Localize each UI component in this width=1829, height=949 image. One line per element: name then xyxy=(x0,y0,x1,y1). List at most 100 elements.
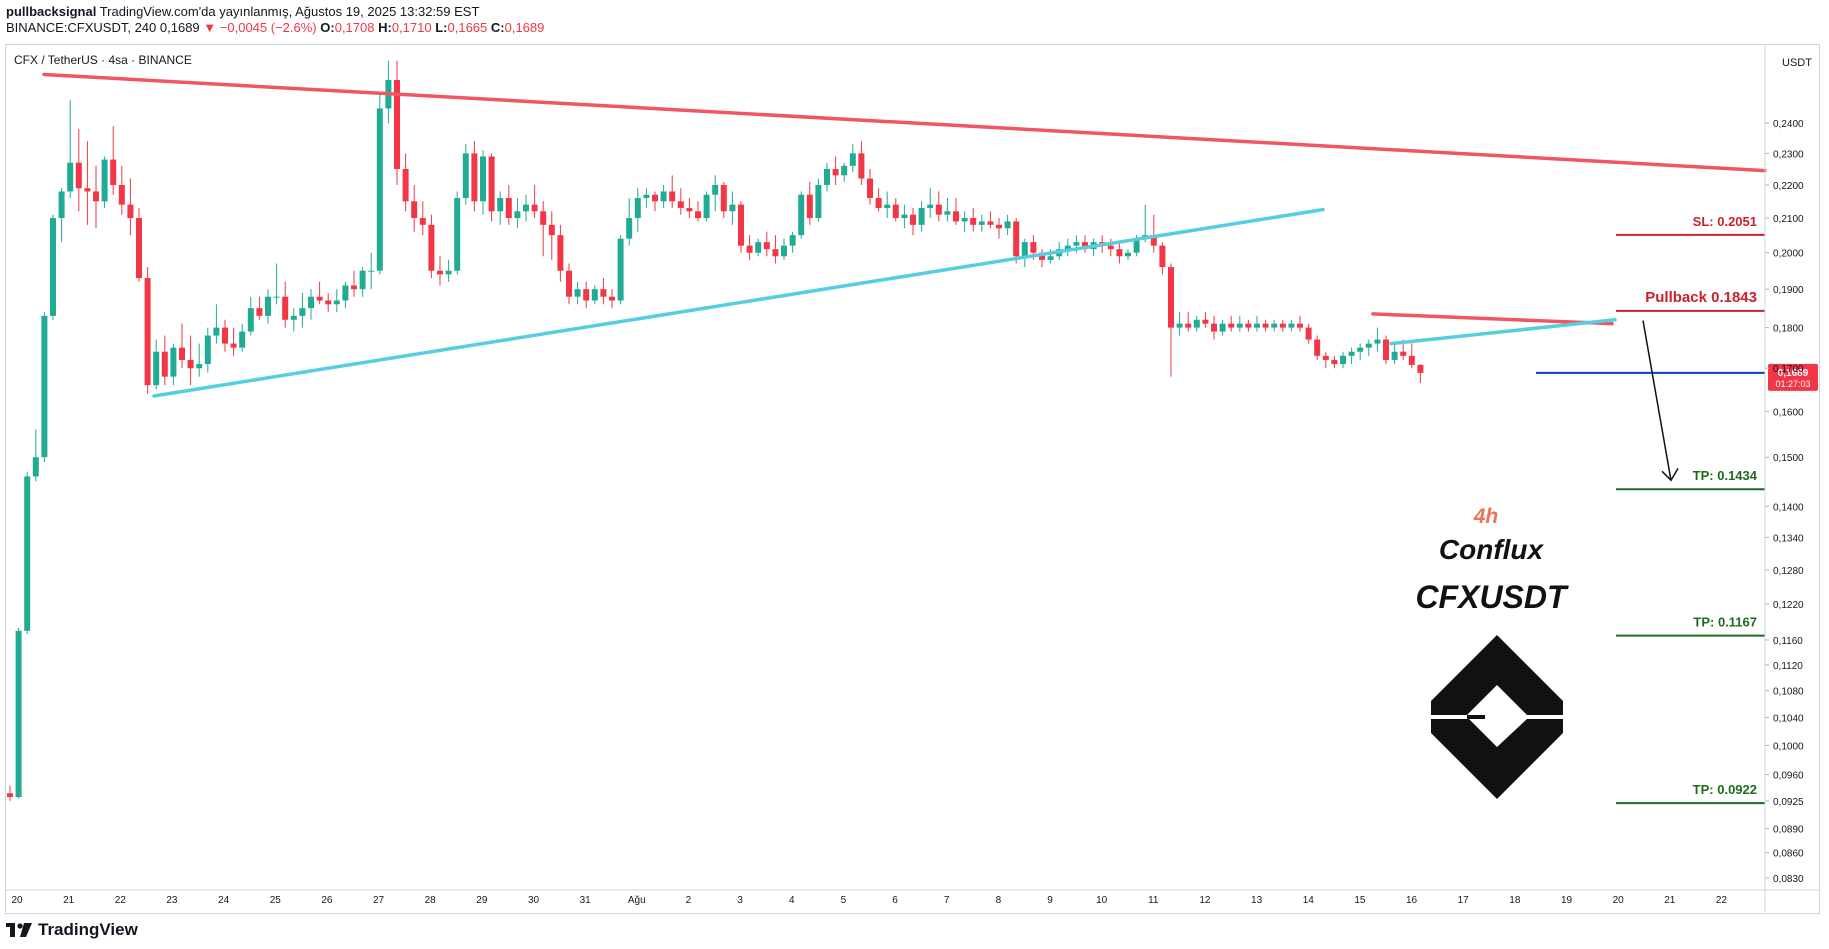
currency-label[interactable]: USDT xyxy=(1782,57,1812,69)
candle-body xyxy=(505,198,512,219)
candle xyxy=(1374,327,1381,352)
candle-body xyxy=(333,300,340,305)
candle-body xyxy=(996,224,1002,229)
candle xyxy=(282,281,289,328)
candle xyxy=(222,319,228,352)
candle xyxy=(1021,238,1028,268)
price-tick-label: 0,1080 xyxy=(1773,687,1804,698)
symbol-label: BINANCE:CFXUSDT, 240 xyxy=(6,20,157,35)
candle xyxy=(342,281,349,309)
candle xyxy=(961,211,968,232)
time-tick-label: 22 xyxy=(115,895,127,906)
candle xyxy=(265,289,271,324)
publisher-name[interactable]: pullbacksignal xyxy=(6,4,97,19)
time-tick-label: 28 xyxy=(425,895,437,906)
candle-body xyxy=(841,165,848,176)
candle-body xyxy=(944,211,951,215)
candle-body xyxy=(1150,235,1157,246)
candle-body xyxy=(557,235,564,271)
price-badge-countdown: 01:27:03 xyxy=(1775,379,1810,389)
candle-body xyxy=(789,235,796,246)
candle-body xyxy=(265,296,271,316)
candle-body xyxy=(101,159,108,202)
tradingview-footer[interactable]: TradingView xyxy=(6,920,138,940)
candle xyxy=(411,184,418,232)
candle-body xyxy=(1348,351,1355,356)
candle xyxy=(1159,242,1166,275)
candle xyxy=(179,323,185,369)
candle-body xyxy=(445,270,452,275)
candle xyxy=(540,201,547,257)
candle-body xyxy=(273,296,280,298)
candle xyxy=(376,94,383,275)
candle xyxy=(746,235,753,260)
candle xyxy=(609,289,615,309)
candle xyxy=(24,471,31,634)
candle xyxy=(428,214,435,279)
candle xyxy=(454,191,461,275)
price-tick-label: 0,1280 xyxy=(1773,566,1804,577)
candle-body xyxy=(376,108,383,271)
candle xyxy=(1271,319,1278,332)
candle xyxy=(1202,311,1209,328)
arrow-head-icon xyxy=(1661,467,1679,482)
candle-body xyxy=(15,630,22,798)
candle-body xyxy=(1331,359,1338,365)
candle-body xyxy=(953,211,959,222)
candle-body xyxy=(110,159,117,185)
candle-body xyxy=(729,204,736,212)
candle-body xyxy=(1288,323,1295,328)
candle-body xyxy=(1133,238,1140,253)
tp2-label: TP: 0.1167 xyxy=(1693,615,1757,630)
candle xyxy=(170,343,177,386)
candle-body xyxy=(574,289,581,297)
candle xyxy=(867,168,873,205)
time-tick-label: 9 xyxy=(1047,895,1053,906)
candle xyxy=(1331,355,1338,369)
candle-body xyxy=(488,156,495,212)
candle xyxy=(419,201,426,236)
candle-body xyxy=(428,224,435,271)
candle xyxy=(935,191,942,222)
candle xyxy=(712,175,719,212)
candle xyxy=(531,184,538,219)
time-tick-label: 22 xyxy=(1716,895,1728,906)
candle xyxy=(1365,339,1372,356)
candle-body xyxy=(643,194,650,199)
candle-body xyxy=(351,285,357,290)
candle xyxy=(729,191,736,225)
last-price: 0,1689 xyxy=(159,20,200,35)
price-tick-label: 0,0830 xyxy=(1773,874,1804,885)
candle xyxy=(50,214,56,320)
tp1-label: TP: 0.1434 xyxy=(1693,468,1758,483)
candle-body xyxy=(1185,323,1192,328)
candle-body xyxy=(927,204,934,208)
candle xyxy=(153,339,160,390)
candle xyxy=(351,270,357,297)
support-line xyxy=(152,207,1325,398)
candle xyxy=(1408,343,1415,369)
candle xyxy=(944,198,951,222)
candle xyxy=(798,191,805,239)
candle xyxy=(75,129,82,212)
candle-body xyxy=(1211,323,1217,332)
candle-body xyxy=(359,270,366,290)
candle xyxy=(815,178,822,222)
candle-body xyxy=(1262,323,1269,328)
candle-body xyxy=(213,327,220,336)
candle xyxy=(290,308,297,332)
axes: 0,2400 0,2300 0,2200 0,2100 0,2000 0,1900 0,18… xyxy=(6,46,1820,912)
candle xyxy=(230,327,237,356)
candle-body xyxy=(1004,221,1011,229)
candle xyxy=(996,218,1002,239)
published-text: TradingView.com'da yayınlanmış, Ağustos … xyxy=(99,4,480,19)
open-value: 0,1708 xyxy=(334,20,375,35)
candle xyxy=(548,211,555,260)
time-tick-label: 25 xyxy=(270,895,282,906)
time-tick-label: 30 xyxy=(528,895,540,906)
chart-frame[interactable] xyxy=(5,44,1820,914)
candle-body xyxy=(591,289,598,301)
candle-body xyxy=(763,242,770,250)
time-tick-label: 12 xyxy=(1199,895,1211,906)
